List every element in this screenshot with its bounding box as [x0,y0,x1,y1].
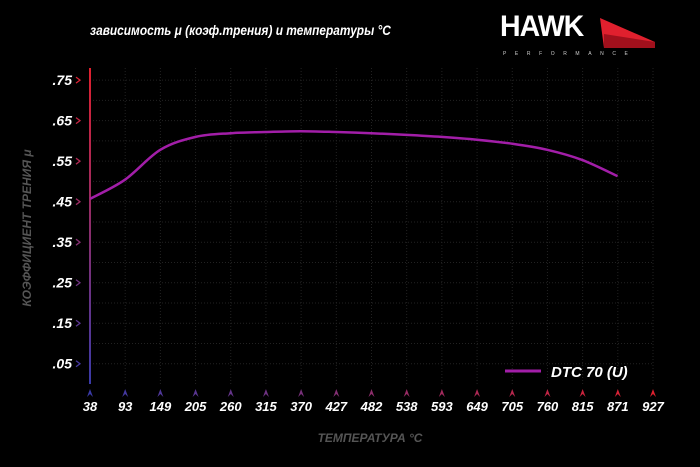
y-tick-label: .75 [53,72,73,88]
y-tick-label: .25 [53,275,73,291]
y-tick-arrow [75,279,82,287]
y-tick-arrow [75,198,82,206]
logo-wing-icon [600,18,655,48]
x-tick-label: 815 [572,399,594,414]
x-tick-arrow [579,389,586,397]
x-tick-label: 927 [642,399,664,414]
x-tick-arrow [227,389,234,397]
x-tick-arrow [122,389,129,397]
y-tick-arrow [75,319,82,327]
x-tick-label: 538 [396,399,418,414]
y-tick-arrow [75,238,82,246]
y-tick-label: .45 [53,194,73,210]
x-tick-label: 260 [219,399,242,414]
y-tick-arrow [75,157,82,165]
x-axis-label: ТЕМПЕРАТУРА °C [318,431,423,445]
y-tick-arrow [75,76,82,84]
x-tick-label: 370 [290,399,312,414]
x-tick-arrow [333,389,340,397]
y-tick-arrow [75,360,82,368]
x-tick-label: 871 [607,399,629,414]
y-tick-arrow [75,117,82,125]
x-tick-arrow [262,389,269,397]
x-tick-label: 149 [150,399,172,414]
x-tick-label: 205 [184,399,207,414]
y-tick-label: .55 [53,153,73,169]
y-tick-label: .15 [53,315,73,331]
x-tick-arrow [650,389,656,397]
x-tick-label: 482 [360,399,383,414]
x-tick-label: 760 [537,399,559,414]
y-axis-label: КОЭФФИЦИЕНТ ТРЕНИЯ μ [20,149,34,307]
x-tick-arrow [368,389,375,397]
chart-title: зависимость μ (коэф.трения) и температур… [90,22,391,38]
x-tick-label: 38 [83,399,98,414]
logo-subtitle: PERFORMANCE [503,51,637,57]
x-tick-arrow [474,389,481,397]
legend-label: DTC 70 (U) [551,364,628,381]
x-tick-label: 593 [431,399,453,414]
x-tick-arrow [403,389,410,397]
x-tick-arrow [614,389,621,397]
x-tick-label: 649 [466,399,488,414]
x-tick-label: 315 [255,399,277,414]
x-tick-label: 427 [324,399,347,414]
x-tick-arrow [87,389,93,397]
series-line [89,129,619,200]
y-tick-label: .35 [53,234,73,250]
legend: DTC 70 (U) [505,364,628,381]
hawk-logo: HAWK PERFORMANCE [500,10,660,57]
x-tick-arrow [298,389,305,397]
x-tick-arrow [438,389,445,397]
y-tick-label: .05 [53,356,73,372]
logo-text: HAWK [500,10,584,43]
y-tick-label: .65 [53,113,73,129]
x-tick-arrow [509,389,516,397]
x-tick-label: 705 [501,399,523,414]
y-axis [89,68,91,384]
x-tick-arrow [544,389,551,397]
x-tick-arrow [192,389,199,397]
x-tick-label: 93 [118,399,133,414]
x-tick-arrow [157,389,164,397]
